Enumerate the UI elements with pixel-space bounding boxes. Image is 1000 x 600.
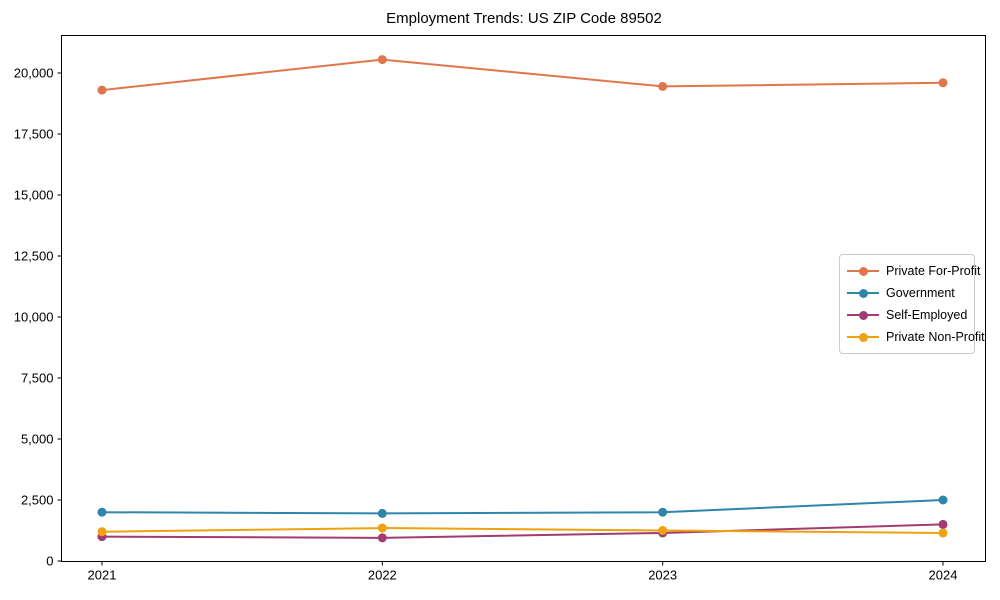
data-point-private-for-profit	[377, 55, 387, 65]
legend-label: Private Non-Profit	[886, 330, 985, 344]
data-point-private-non-profit	[377, 523, 387, 533]
data-point-government	[938, 495, 948, 505]
legend-marker-icon	[847, 266, 879, 276]
legend-marker-icon	[847, 288, 879, 298]
legend-marker-icon	[847, 332, 879, 342]
x-tick-label: 2024	[929, 568, 958, 583]
data-point-private-for-profit	[938, 78, 948, 88]
legend-label: Private For-Profit	[886, 264, 981, 278]
data-point-private-for-profit	[97, 85, 107, 95]
y-tick-label: 17,500	[14, 127, 54, 142]
data-point-private-for-profit	[658, 81, 668, 91]
y-tick-label: 2,500	[21, 493, 54, 508]
legend-label: Government	[886, 286, 955, 300]
legend-label: Self-Employed	[886, 308, 968, 322]
series-line-private-for-profit	[101, 58, 944, 92]
data-point-government	[97, 507, 107, 517]
y-tick-label: 0	[46, 554, 53, 569]
x-tick-label: 2021	[88, 568, 117, 583]
y-tick-label: 10,000	[14, 310, 54, 325]
data-point-self-employed	[938, 519, 948, 529]
y-tick-label: 15,000	[14, 188, 54, 203]
data-point-private-non-profit	[938, 528, 948, 538]
plot-border	[61, 35, 986, 562]
x-tick-label: 2023	[648, 568, 677, 583]
x-tick-label: 2022	[368, 568, 397, 583]
y-tick-label: 7,500	[21, 371, 54, 386]
legend-item-private-non-profit: Private Non-Profit	[847, 326, 985, 348]
legend-marker-icon	[847, 310, 879, 320]
data-point-private-non-profit	[97, 527, 107, 537]
legend: Private For-Profit Government Self-Employe…	[839, 254, 985, 354]
y-tick-label: 12,500	[14, 249, 54, 264]
data-point-self-employed	[377, 533, 387, 543]
chart-title: Employment Trends: US ZIP Code 89502	[386, 10, 662, 27]
legend-item-private-for-profit: Private For-Profit	[847, 260, 980, 282]
series-line-self-employed	[101, 523, 944, 539]
legend-item-self-employed: Self-Employed	[847, 304, 967, 326]
data-point-government	[377, 508, 387, 518]
series-line-private-non-profit	[101, 527, 944, 534]
series-line-government	[101, 499, 944, 515]
y-tick-label: 5,000	[21, 432, 54, 447]
data-point-government	[658, 507, 668, 517]
y-tick-label: 20,000	[14, 66, 54, 81]
data-point-private-non-profit	[658, 526, 668, 535]
legend-item-government: Government	[847, 282, 967, 304]
